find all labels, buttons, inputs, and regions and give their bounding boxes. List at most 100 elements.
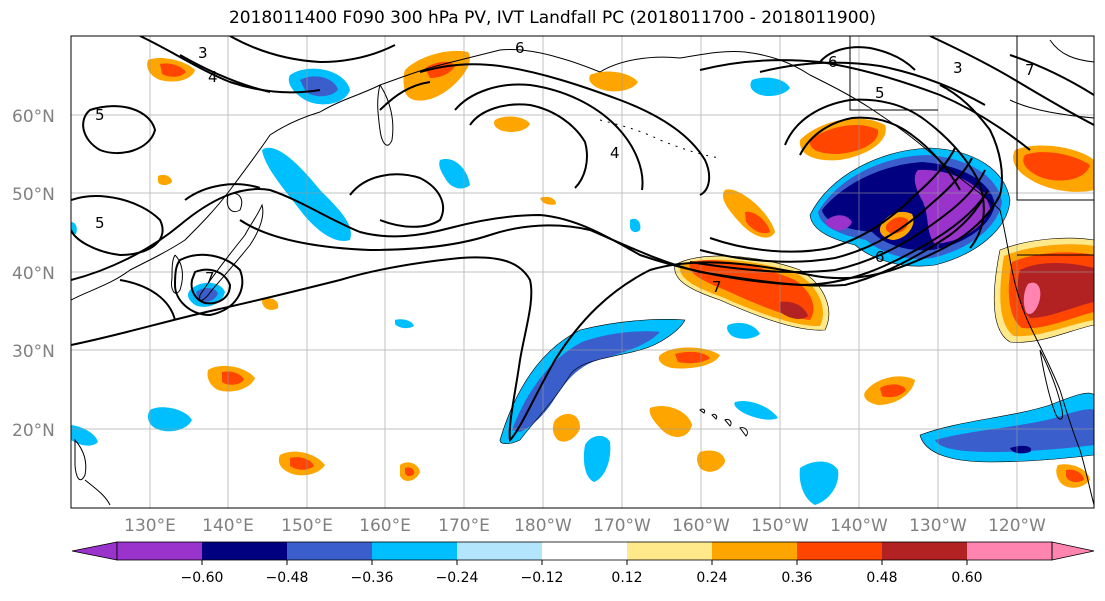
lon-label: 150°E [281, 516, 333, 536]
lat-label: 30°N [12, 342, 55, 362]
anomaly-small-orange [158, 174, 172, 185]
anomaly-st7-orange [697, 450, 725, 472]
pv-contour [190, 268, 232, 305]
lat-label: 50°N [12, 185, 55, 205]
contour-label: 3 [198, 44, 208, 62]
pv-contour [379, 81, 431, 111]
lat-label: 40°N [12, 264, 55, 284]
lat-label: 60°N [12, 107, 55, 127]
anomaly-st9-red [1066, 469, 1084, 483]
anomaly-alaska-red [809, 125, 879, 154]
anomaly-stn1-cyan [147, 407, 192, 432]
pv-contour [699, 157, 973, 263]
colorbar-tick-label: 0.48 [866, 570, 897, 586]
anomaly-wpac-red [160, 63, 186, 77]
colorbar-ticks [201, 560, 968, 565]
pv-contour [469, 103, 588, 189]
colorbar-tick-labels: −0.60 −0.48 −0.36 −0.24 −0.12 0.12 0.24 … [181, 570, 983, 586]
colorbar-tick-label: −0.36 [351, 570, 394, 586]
anomaly-st6-orange [552, 413, 580, 442]
anomaly-kam-cyan [439, 159, 470, 189]
contour-label: 4 [208, 68, 218, 86]
anomaly-stn6-cyan [630, 218, 641, 233]
contour-label: 3 [953, 59, 963, 77]
colorbar-segment [967, 542, 1052, 560]
contour-label: 6 [515, 39, 525, 57]
contour-label: 7 [1025, 61, 1035, 79]
anomaly-stn7-cyan [395, 319, 414, 329]
anomaly-sub-blue [512, 331, 660, 432]
anomaly-goa-purple-west [825, 215, 852, 231]
anomaly-st10-orange [540, 196, 556, 205]
pv-contour [819, 46, 916, 71]
lon-labels: 130°E 140°E 150°E 160°E 170°E 180°W 170°… [124, 516, 1046, 536]
colorbar-segment [457, 542, 542, 560]
anomaly-cp-darkred [780, 301, 808, 319]
anomaly-stn3-cyan [799, 461, 839, 505]
pv-contour [929, 36, 1094, 126]
anomaly-st11-orange [262, 298, 279, 310]
pv-contours [71, 36, 1094, 443]
pv-contour [119, 279, 176, 321]
anomaly-st4-red [880, 384, 906, 398]
pv-contour [699, 59, 1031, 151]
pv-contour [759, 61, 986, 106]
colorbar-extend-low [71, 541, 118, 561]
anomaly-st2-red [290, 457, 314, 470]
pv-contour [173, 253, 244, 317]
lon-label: 160°W [672, 516, 730, 536]
pv-contour [799, 116, 961, 191]
anomaly-west-us-pink [1023, 282, 1041, 315]
colorbar-frame [116, 541, 1053, 561]
contour-label: 7 [205, 269, 215, 287]
map-plot-area: 3 4 5 5 6 6 4 5 6 7 7 3 7 [71, 36, 1094, 508]
anomaly-stn2-cyan [583, 435, 611, 482]
colorbar-extend-high [1051, 541, 1095, 561]
contour-label: 5 [95, 106, 105, 124]
lon-label: 140°W [830, 516, 888, 536]
anomaly-st8-red [405, 467, 415, 477]
anomaly-japan2-blue [196, 288, 218, 302]
anomaly-goa-purple [914, 169, 990, 244]
pv-contour [419, 63, 711, 196]
colorbar-segment [627, 542, 712, 560]
coastlines [71, 36, 1094, 506]
anomaly-stn5-cyan [734, 400, 778, 420]
anomaly-bering2-orange [494, 116, 530, 132]
contour-label: 5 [95, 214, 105, 232]
map-title: 2018011400 F090 300 hPa PV, IVT Landfall… [228, 8, 876, 28]
shade-outlines [499, 147, 1094, 463]
lon-label: 180°W [514, 516, 572, 536]
anomaly-goa-inner-red [885, 217, 909, 234]
anomaly-145w-red [745, 211, 770, 234]
lat-labels: 20°N 30°N 40°N 50°N 60°N [12, 107, 55, 441]
colorbar-tick-label: −0.48 [266, 570, 309, 586]
lon-label: 130°E [124, 516, 176, 536]
anomaly-se-blue [935, 409, 1094, 452]
colorbar-tick-label: 0.36 [781, 570, 812, 586]
colorbar [71, 541, 1095, 561]
pv-contour [784, 98, 985, 249]
pv-contour [179, 54, 271, 93]
pv-contour [239, 189, 989, 287]
pv-contour [709, 147, 956, 253]
contour-label: 4 [610, 144, 620, 162]
pv-contour [184, 183, 261, 201]
contour-label: 6 [828, 53, 838, 71]
contour-label: 5 [875, 84, 885, 102]
pv-contour [71, 195, 164, 257]
pv-contour [82, 105, 157, 155]
colorbar-tick-label: 0.24 [696, 570, 727, 586]
colorbar-tick-label: 0.60 [951, 570, 982, 586]
pv-contour [71, 84, 1003, 443]
lon-label: 170°W [593, 516, 651, 536]
anomaly-stn8-cyan [71, 425, 98, 446]
colorbar-tick-label: −0.60 [181, 570, 224, 586]
pv-contour [689, 169, 986, 273]
colorbar-tick-label: −0.24 [436, 570, 479, 586]
colorbar-segment [202, 542, 287, 560]
pv-contour [139, 36, 321, 94]
pv-contour [349, 173, 445, 228]
lon-label: 120°W [988, 516, 1046, 536]
